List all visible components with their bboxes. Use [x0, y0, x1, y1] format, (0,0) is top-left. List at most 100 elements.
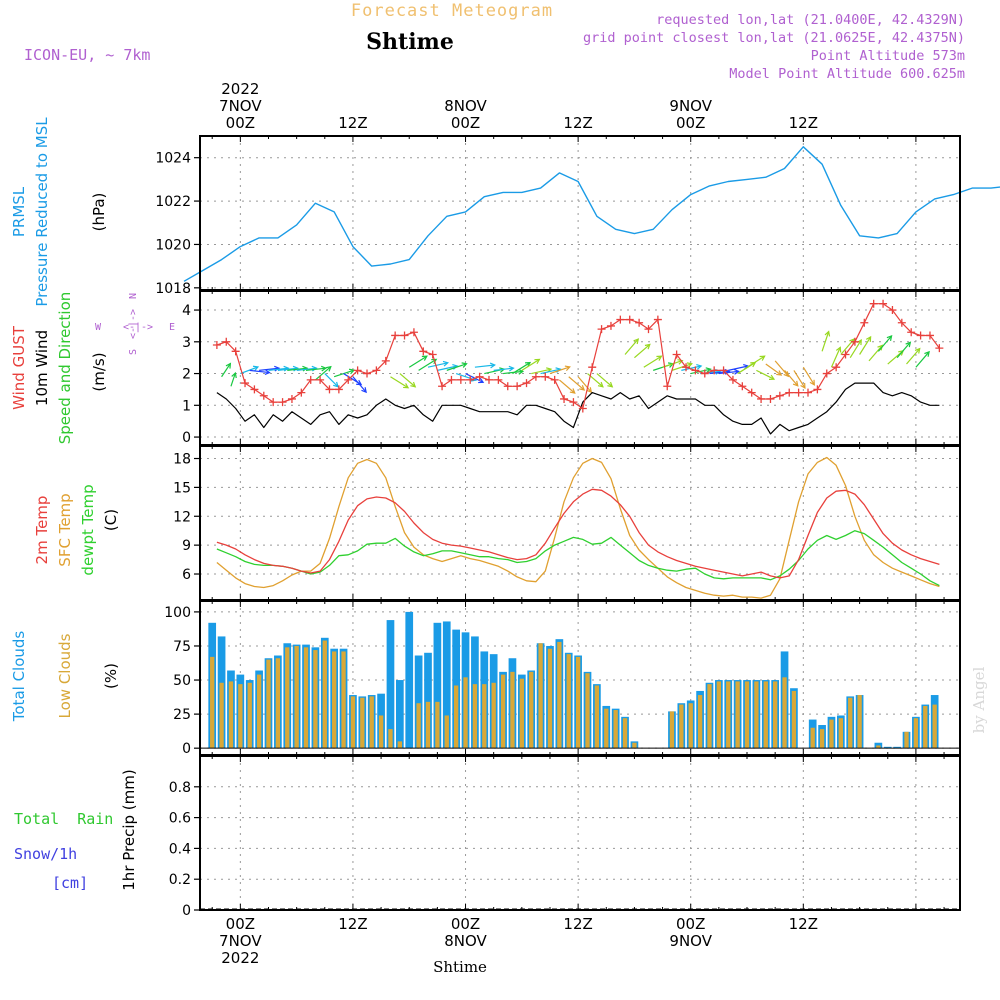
- wind-arrow-shaft: [728, 365, 749, 371]
- low-cloud-bar: [632, 742, 637, 749]
- gust-marker: [850, 337, 859, 346]
- gust-marker: [550, 375, 559, 384]
- legend-pressure-msl: Pressure Reduced to MSL: [33, 117, 51, 307]
- wind-arrow-head: [564, 365, 571, 372]
- wind-arrow-head: [361, 387, 367, 394]
- wind-arrow-head: [686, 362, 693, 368]
- wind-direction-arrow: [427, 360, 450, 368]
- wind-direction-arrow: [756, 369, 776, 380]
- top-time-label: 00Z: [451, 114, 480, 132]
- low-cloud-bar: [500, 674, 506, 749]
- total-cloud-bar: [386, 620, 395, 749]
- pressure-unit: (hPa): [90, 193, 108, 232]
- wind-arrow-shaft: [784, 369, 799, 387]
- compass-s: S: [128, 349, 139, 355]
- top-time-label: 00Z: [676, 114, 705, 132]
- top-time-label: 12Z: [563, 114, 592, 132]
- wind-arrow-shaft: [821, 331, 830, 352]
- wind-arrow-shaft: [643, 355, 662, 368]
- gust-marker: [794, 388, 803, 397]
- wind-direction-arrow: [568, 376, 586, 391]
- wind-direction-arrow: [690, 367, 712, 375]
- wind-arrow-shaft: [662, 360, 683, 368]
- low-cloud-bar: [491, 682, 496, 749]
- gust-marker: [663, 382, 672, 391]
- gust-marker: [428, 350, 437, 359]
- gust-marker: [822, 369, 831, 378]
- bottom-time-label: 7NOV: [219, 932, 262, 950]
- wind-arrow-shaft: [877, 335, 893, 352]
- wind-direction-arrow: [906, 347, 921, 365]
- wind-arrow-shaft: [521, 358, 540, 371]
- wind-arrow-head: [809, 379, 815, 386]
- wind-arrow-head: [696, 364, 703, 370]
- wind-panel: 0 1 2 3 4: [182, 291, 960, 446]
- gust-marker: [832, 363, 841, 372]
- wind-arrow-shaft: [746, 355, 765, 368]
- gust-marker: [860, 318, 869, 327]
- wind-arrow-head: [800, 382, 806, 390]
- gust-marker: [438, 382, 447, 391]
- wind-arrow-shaft: [315, 366, 332, 381]
- temp-ytick-label: 18: [173, 452, 191, 468]
- model-label: ICON-EU, ~ 7km: [24, 46, 150, 64]
- low-cloud-bar: [913, 718, 919, 749]
- product-title: Forecast Meteogram: [351, 1, 553, 21]
- legend-10m-wind: 10m Wind: [33, 330, 51, 406]
- low-cloud-bar: [360, 697, 365, 749]
- gust-marker: [738, 382, 747, 391]
- bottom-location: Shtime: [433, 958, 487, 976]
- low-cloud-bar: [472, 684, 478, 749]
- requested-coords: requested lon,lat (21.0400E, 42.4329N): [656, 12, 965, 28]
- wind-unit: (m/s): [90, 352, 108, 391]
- wind-direction-arrow: [821, 330, 831, 352]
- pressure-ytick-label: 1024: [155, 151, 191, 167]
- wind-direction-arrow: [849, 339, 862, 358]
- legend-speed-dir: Speed and Direction: [56, 292, 74, 445]
- legend-dewpt-temp: dewpt Temp: [79, 484, 97, 575]
- wind-speed-line: [216, 382, 940, 435]
- gust-marker: [316, 375, 325, 384]
- low-cloud-bar: [791, 690, 797, 749]
- wind-arrow-shaft: [240, 366, 259, 375]
- bottom-time-label: 12Z: [563, 915, 592, 933]
- gust-marker: [513, 382, 522, 391]
- gust-marker: [785, 388, 794, 397]
- low-cloud-bar: [369, 696, 374, 749]
- precip-ytick-label: 0: [182, 903, 191, 919]
- gust-marker: [212, 340, 221, 349]
- wind-direction-arrow: [671, 362, 693, 371]
- gust-marker: [925, 331, 934, 340]
- gust-marker: [897, 318, 906, 327]
- low-cloud-bar: [416, 703, 421, 749]
- low-cloud-bar: [378, 715, 384, 749]
- wind-arrow-head: [525, 361, 532, 368]
- wind-arrow-shaft: [427, 362, 448, 368]
- wind-direction-arrow: [877, 334, 893, 352]
- pressure-panel: 1018 1020 1022 1024: [155, 136, 1000, 297]
- wind-arrow-shaft: [531, 368, 552, 375]
- gust-marker: [804, 388, 812, 397]
- wind-arrow-head: [783, 371, 790, 378]
- temp-ytick-label: 6: [182, 567, 191, 583]
- wind-direction-arrow: [596, 373, 614, 388]
- wind-direction-arrow: [390, 376, 410, 389]
- gust-marker: [841, 350, 850, 359]
- wind-arrow-head: [597, 381, 604, 388]
- low-cloud-bar: [819, 729, 825, 749]
- precip-panel: 0 0.2 0.4 0.6 0.8: [169, 756, 960, 919]
- wind-ytick-label: 2: [182, 367, 191, 383]
- low-cloud-bar: [510, 671, 515, 749]
- low-cloud-bar: [763, 681, 768, 749]
- gust-marker: [344, 375, 353, 384]
- wind-arrow-shaft: [437, 365, 458, 371]
- low-cloud-bar: [669, 711, 675, 749]
- wind-arrow-shaft: [849, 339, 862, 358]
- legend-snow: Snow/1h: [14, 845, 77, 863]
- sfc-temp-line: [216, 456, 940, 599]
- wind-arrow-head: [231, 371, 237, 379]
- top-time-label: 9NOV: [669, 97, 712, 115]
- bottom-time-label: 00Z: [451, 915, 480, 933]
- low-cloud-bar: [219, 682, 224, 749]
- wind-arrow-shaft: [502, 370, 523, 375]
